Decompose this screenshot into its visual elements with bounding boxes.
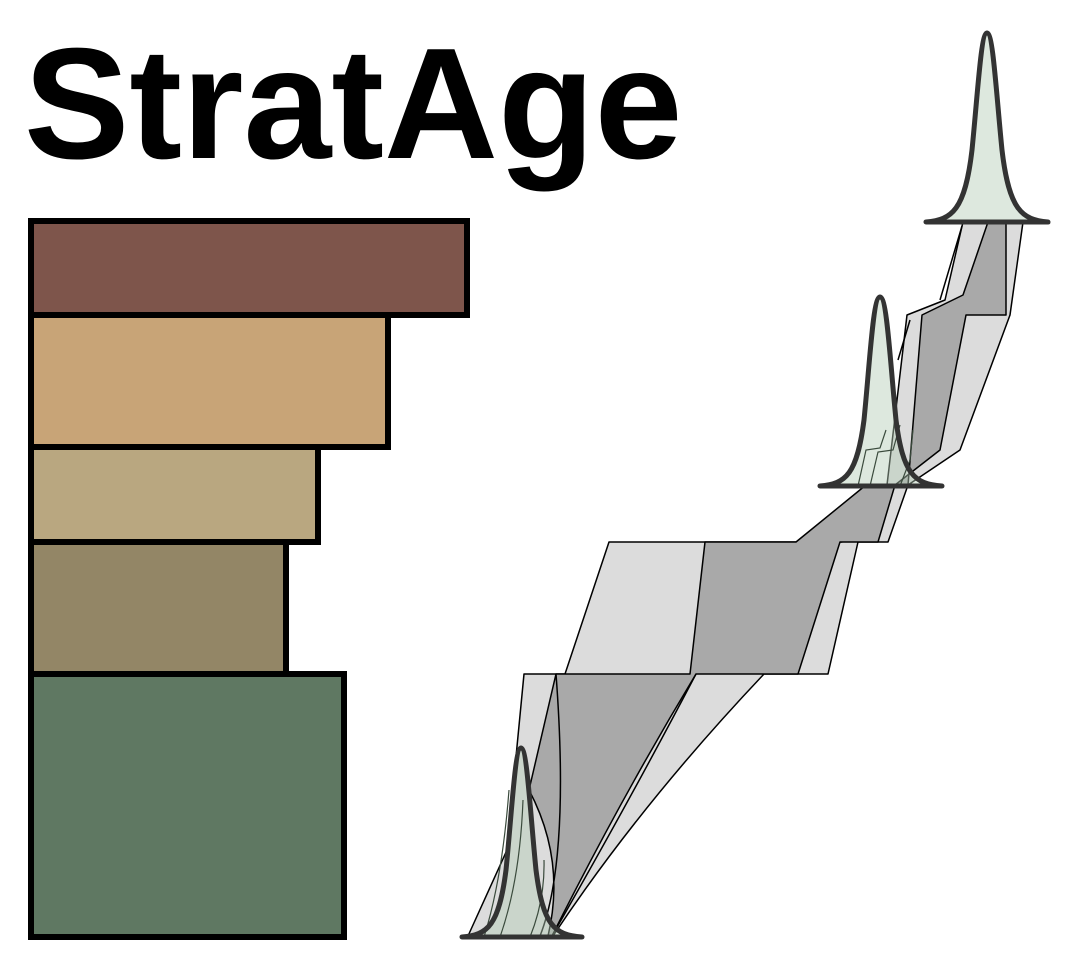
upper-band-divider — [939, 225, 963, 301]
stratum-5 — [28, 671, 347, 940]
density-curve-middle — [817, 294, 945, 489]
age-constraints — [459, 30, 1051, 940]
logo-title: StratAge — [24, 16, 682, 192]
stratum-1 — [28, 218, 470, 318]
age-depth-model — [467, 221, 1024, 937]
stratum-3 — [28, 444, 321, 545]
density-curve-upper — [923, 30, 1051, 225]
density-curve-lower — [459, 745, 585, 940]
inner-confidence-band — [528, 221, 1007, 937]
middle-band-divider — [897, 319, 911, 361]
inner-band-divider — [551, 673, 697, 937]
stratum-4 — [28, 539, 289, 677]
stratigraphic-column — [28, 218, 470, 940]
stratum-2 — [28, 312, 391, 450]
